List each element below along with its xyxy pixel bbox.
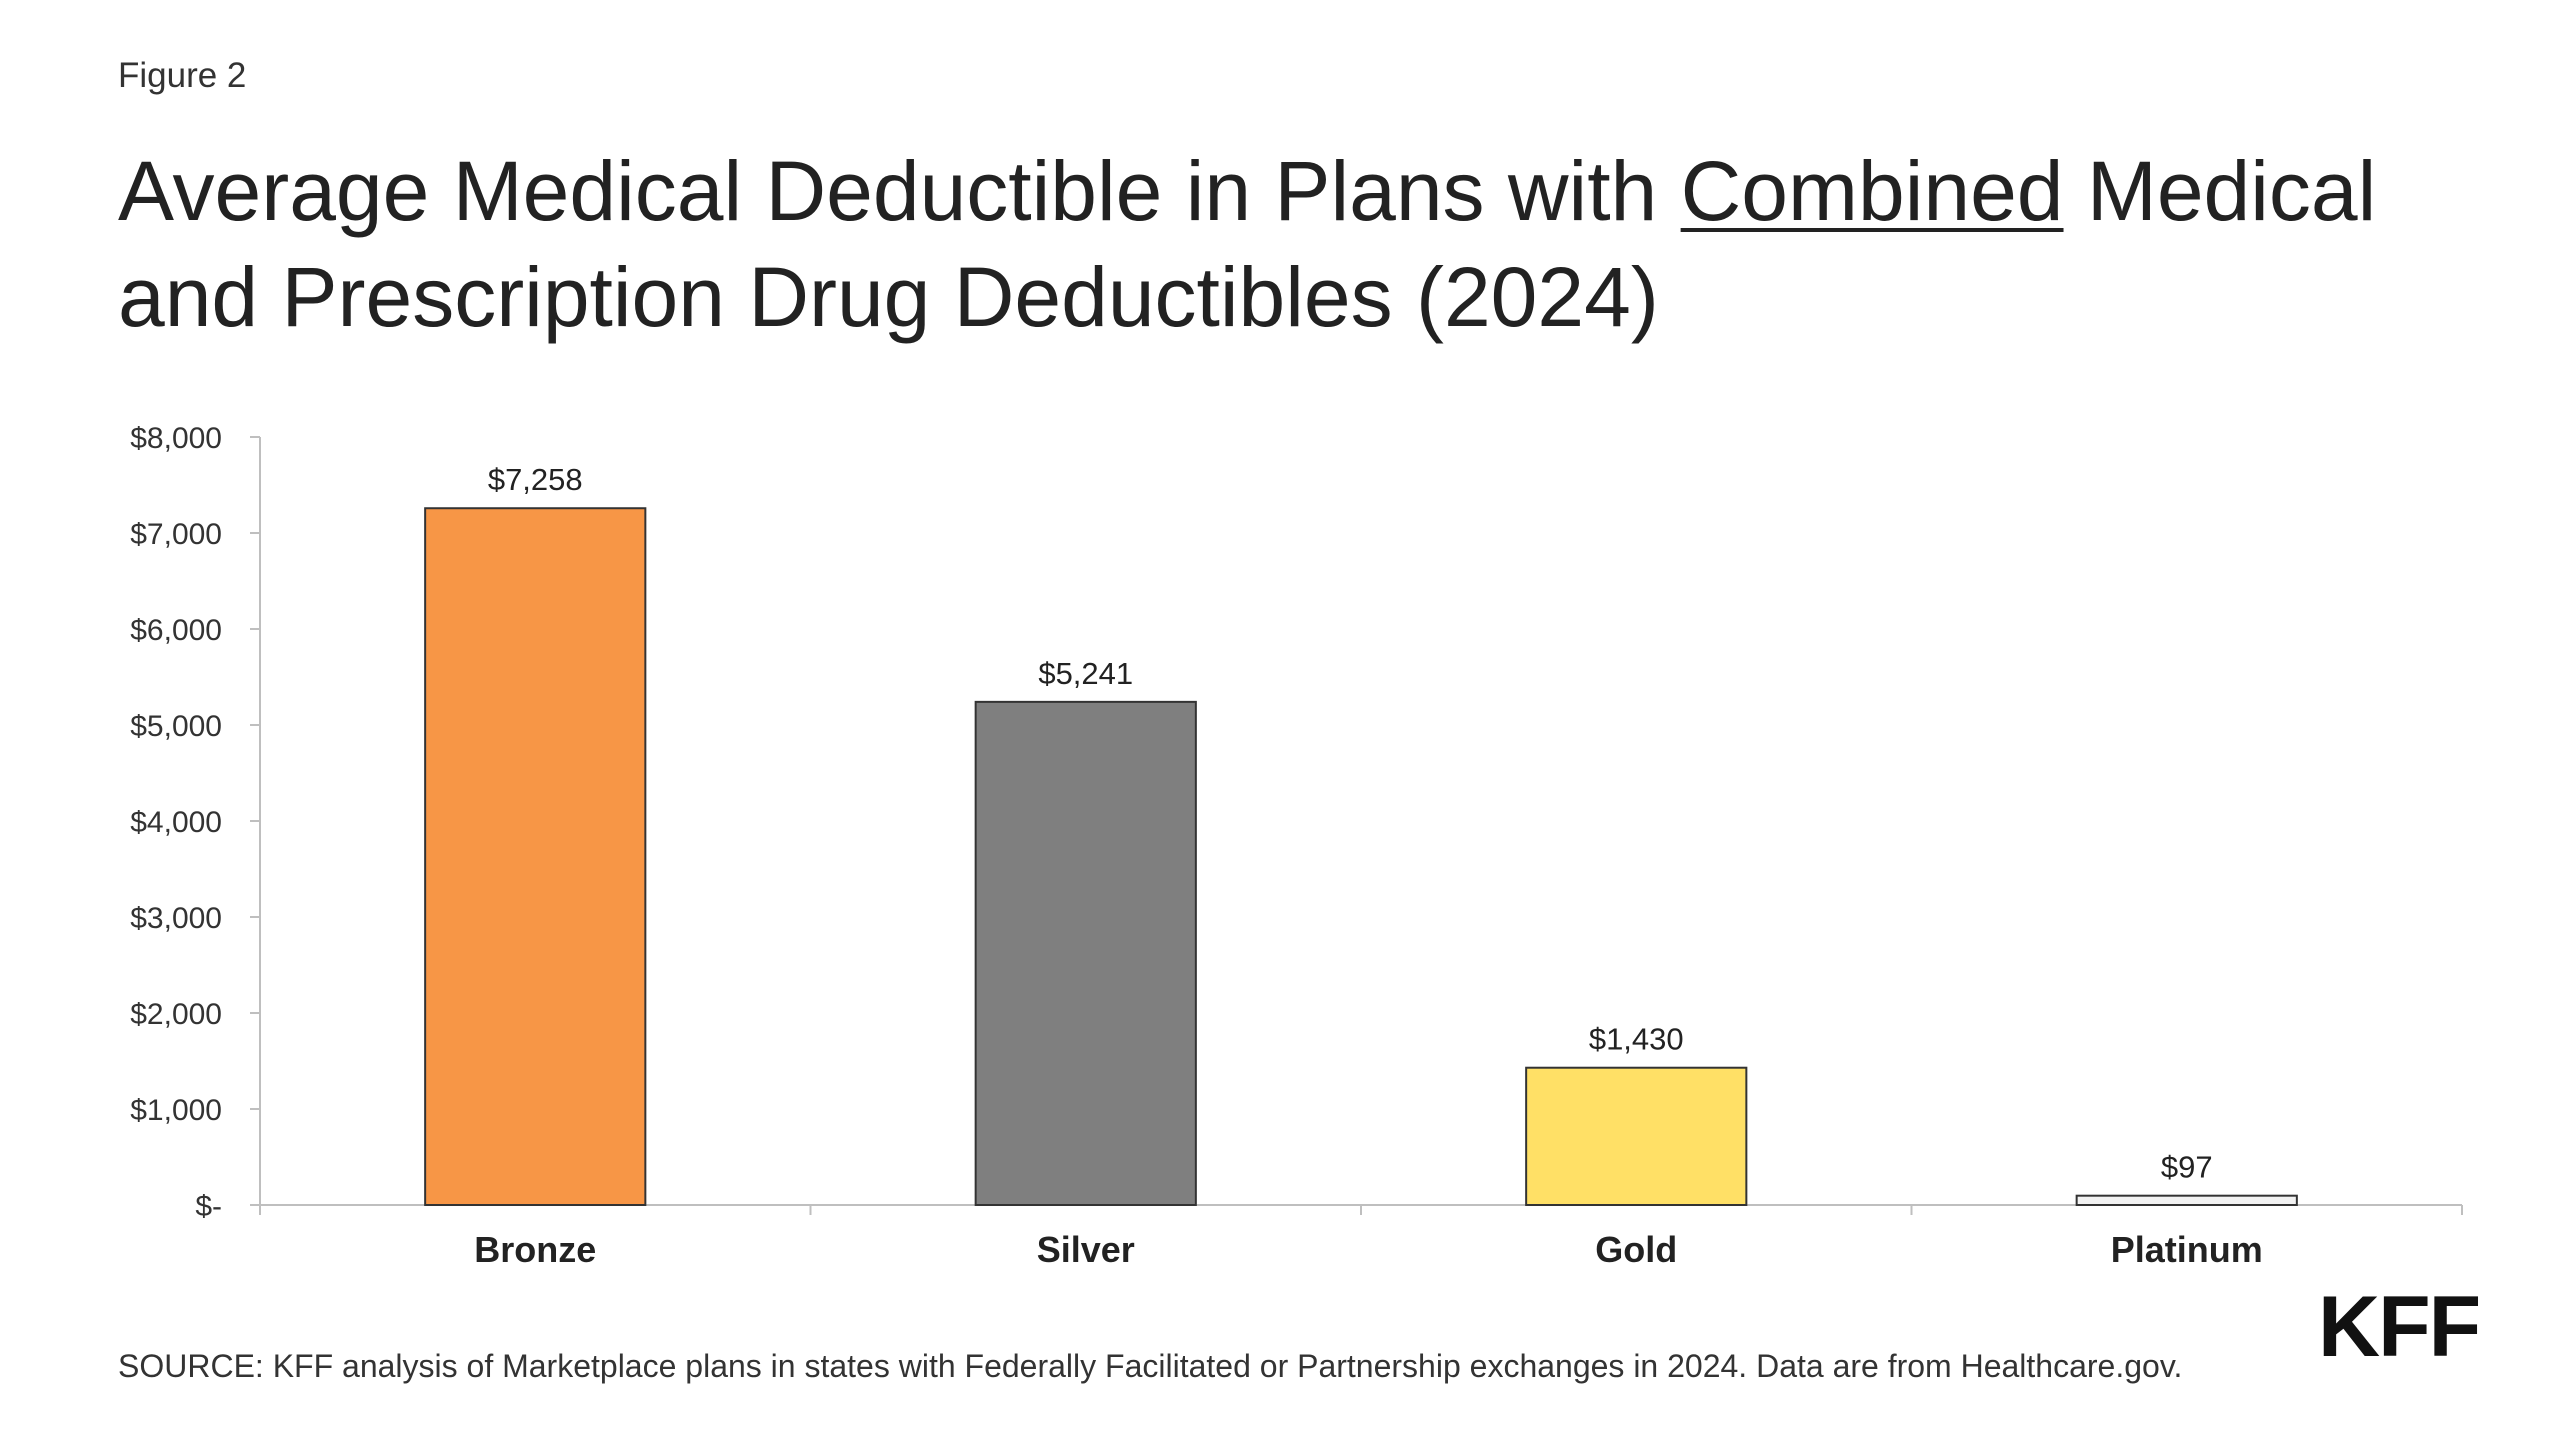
category-label-platinum: Platinum xyxy=(2111,1229,2263,1270)
category-label-gold: Gold xyxy=(1595,1229,1677,1270)
bar-silver xyxy=(974,700,1197,1206)
y-tick-label: $- xyxy=(195,1190,222,1223)
y-tick-label: $4,000 xyxy=(130,806,222,839)
bar-gold xyxy=(1525,1066,1748,1206)
data-label-silver: $5,241 xyxy=(1038,656,1133,691)
y-tick-label: $8,000 xyxy=(130,422,222,455)
chart-title: Average Medical Deductible in Plans with… xyxy=(118,138,2458,350)
bar-platinum xyxy=(2075,1194,2298,1206)
category-label-silver: Silver xyxy=(1037,1229,1135,1270)
title-part2: Medical and Prescription Drug Deductible… xyxy=(118,144,2377,344)
y-tick-label: $3,000 xyxy=(130,902,222,935)
category-label-bronze: Bronze xyxy=(474,1229,596,1270)
y-tick-label: $7,000 xyxy=(130,518,222,551)
kff-logo: KFF xyxy=(2318,1279,2481,1375)
bar-bronze xyxy=(424,507,647,1207)
data-label-gold: $1,430 xyxy=(1589,1022,1684,1057)
source-note: SOURCE: KFF analysis of Marketplace plan… xyxy=(118,1348,2183,1384)
y-tick-label: $1,000 xyxy=(130,1094,222,1127)
data-label-bronze: $7,258 xyxy=(488,462,583,497)
data-label-platinum: $97 xyxy=(2161,1150,2213,1185)
bar-chart: $- $1,000 $2,000 $3,000 $4,000 $5,000 $6,000 $7… xyxy=(130,422,2463,1270)
y-tick-label: $6,000 xyxy=(130,614,222,647)
figure-label: Figure 2 xyxy=(118,56,247,95)
title-emphasis: Combined xyxy=(1680,144,2064,238)
title-part1: Average Medical Deductible in Plans with xyxy=(118,144,1681,238)
y-tick-label: $2,000 xyxy=(130,998,222,1031)
y-tick-label: $5,000 xyxy=(130,710,222,743)
